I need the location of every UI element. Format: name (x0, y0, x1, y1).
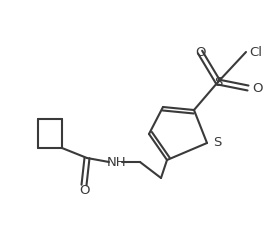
Text: O: O (252, 82, 263, 95)
Text: NH: NH (107, 155, 127, 168)
Text: S: S (214, 75, 222, 89)
Text: O: O (79, 184, 89, 196)
Text: Cl: Cl (249, 45, 262, 58)
Text: S: S (213, 136, 221, 148)
Text: O: O (195, 45, 205, 58)
